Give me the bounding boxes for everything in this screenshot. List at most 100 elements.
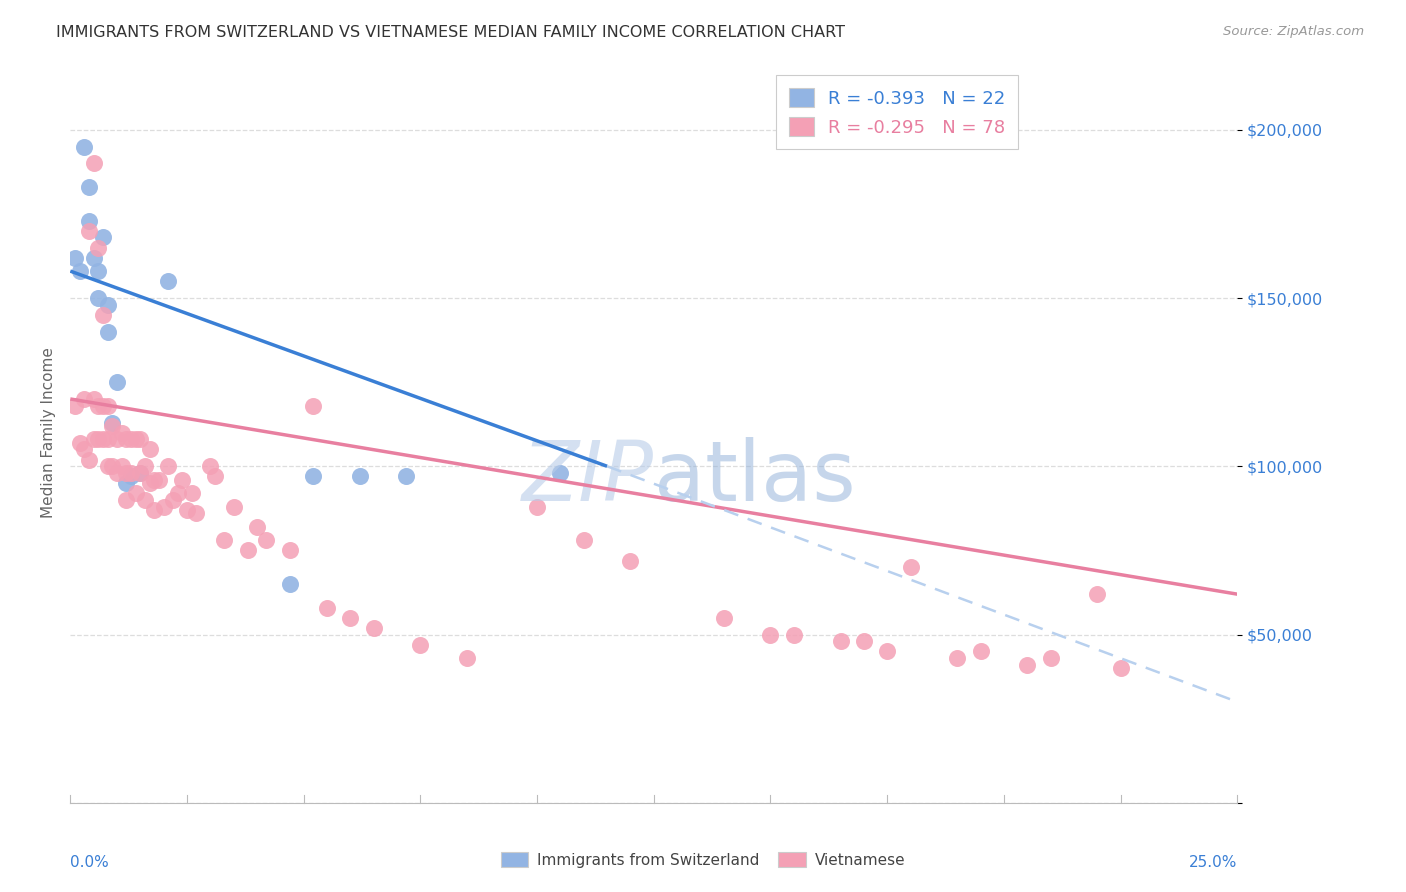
Point [180,486,202,500]
Point [143,503,166,517]
Point [73,442,96,457]
Point [77,180,100,194]
Point [363,621,385,635]
Point [83,433,105,447]
Point [77,213,100,227]
Text: IMMIGRANTS FROM SWITZERLAND VS VIETNAMESE MEDIAN FAMILY INCOME CORRELATION CHART: IMMIGRANTS FROM SWITZERLAND VS VIETNAMES… [56,25,845,40]
Point [148,473,170,487]
Text: 0.0%: 0.0% [70,855,110,870]
Point [111,459,134,474]
Point [91,230,114,244]
Point [105,375,128,389]
Point [572,533,595,548]
Point [105,466,128,480]
Point [204,469,226,483]
Text: atlas: atlas [654,436,855,517]
Point [138,442,160,457]
Point [97,298,120,312]
Point [97,433,120,447]
Point [395,469,418,483]
Point [120,433,142,447]
Point [200,459,222,474]
Point [214,533,236,548]
Point [105,433,128,447]
Point [138,476,160,491]
Point [87,433,110,447]
Point [143,473,166,487]
Point [409,638,432,652]
Point [349,469,371,483]
Point [120,466,142,480]
Point [87,291,110,305]
Point [97,325,120,339]
Point [1039,651,1062,665]
Point [101,418,124,433]
Point [246,520,269,534]
Point [91,308,114,322]
Point [172,473,194,487]
Point [69,264,91,278]
Point [166,486,188,500]
Y-axis label: Median Family Income: Median Family Income [41,347,56,518]
Point [278,577,301,591]
Point [278,543,301,558]
Point [77,452,100,467]
Point [115,433,138,447]
Legend: Immigrants from Switzerland, Vietnamese: Immigrants from Switzerland, Vietnamese [495,846,911,873]
Point [619,553,641,567]
Point [87,399,110,413]
Text: ZIP: ZIP [522,436,654,517]
Point [73,392,96,406]
Point [830,634,852,648]
Point [87,240,110,255]
Point [550,466,572,480]
Point [120,469,142,483]
Point [91,433,114,447]
Point [129,466,152,480]
Point [713,610,735,624]
Point [162,492,184,507]
Point [115,476,138,491]
Point [456,651,478,665]
Text: Source: ZipAtlas.com: Source: ZipAtlas.com [1223,25,1364,38]
Point [63,251,86,265]
Point [87,264,110,278]
Point [302,469,325,483]
Point [222,500,245,514]
Point [101,459,124,474]
Point [124,433,146,447]
Point [157,459,180,474]
Point [1017,657,1039,672]
Point [91,399,114,413]
Point [152,500,174,514]
Point [176,503,198,517]
Point [134,459,156,474]
Point [134,492,156,507]
Point [101,416,124,430]
Point [236,543,259,558]
Point [186,507,208,521]
Text: 25.0%: 25.0% [1189,855,1237,870]
Point [63,399,86,413]
Point [83,251,105,265]
Point [254,533,277,548]
Point [759,627,782,641]
Point [129,466,152,480]
Point [97,459,120,474]
Point [302,399,325,413]
Point [77,224,100,238]
Point [124,486,146,500]
Point [69,435,91,450]
Point [900,560,922,574]
Point [115,492,138,507]
Point [97,399,120,413]
Point [129,433,152,447]
Point [111,425,134,440]
Point [852,634,875,648]
Point [157,274,180,288]
Legend: R = -0.393   N = 22, R = -0.295   N = 78: R = -0.393 N = 22, R = -0.295 N = 78 [776,75,1018,149]
Point [339,610,361,624]
Point [783,627,806,641]
Point [526,500,548,514]
Point [946,651,969,665]
